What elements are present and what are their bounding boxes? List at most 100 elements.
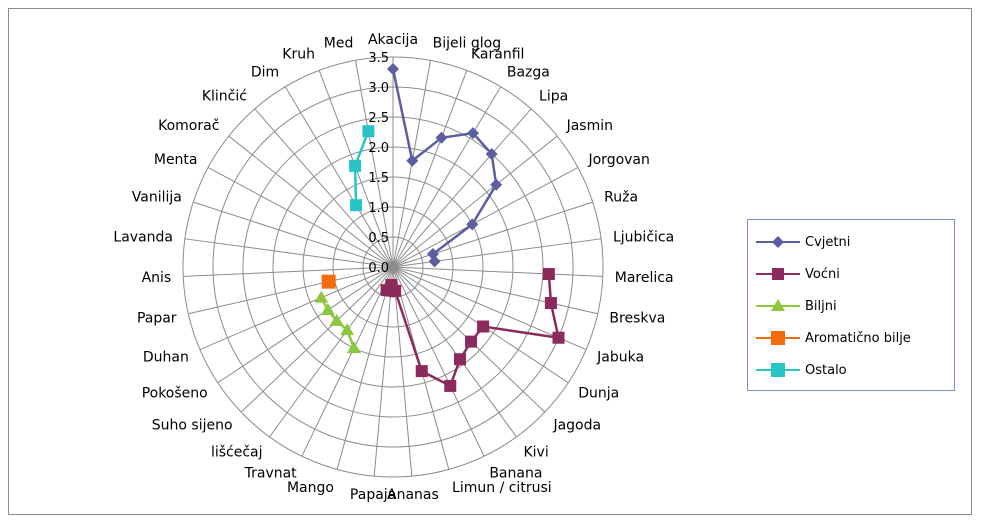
- data-point: [485, 148, 498, 161]
- series-line: [385, 273, 560, 388]
- axis-tick-label: 3.0: [368, 81, 389, 96]
- category-label: Lipa: [539, 88, 568, 104]
- grid-spoke: [392, 266, 603, 277]
- grid-spoke: [392, 266, 517, 438]
- legend-item-cvjetni: Cvjetni: [754, 232, 850, 252]
- legend-marker-biljni-icon: [754, 296, 802, 316]
- category-label: Ruža: [604, 190, 638, 206]
- grid-spoke: [193, 201, 394, 268]
- category-label: Breskva: [609, 311, 665, 327]
- grid-spoke: [373, 266, 394, 477]
- category-label: Jagoda: [552, 418, 601, 434]
- axis-tick-label: 3.5: [368, 51, 389, 66]
- axis-tick-label: 0.5: [368, 231, 389, 246]
- category-label: Jabuka: [596, 350, 644, 366]
- grid-spoke: [392, 266, 485, 457]
- category-label: Jorgovan: [587, 152, 649, 168]
- grid-spoke: [284, 86, 394, 268]
- grid-spoke: [355, 60, 394, 268]
- data-point: [340, 323, 355, 336]
- data-point: [406, 154, 419, 167]
- legend-marker-aromaticno-icon: [754, 328, 802, 348]
- data-point: [415, 365, 428, 378]
- grid-spoke: [392, 201, 593, 268]
- data-point: [314, 290, 329, 303]
- data-point: [346, 341, 361, 354]
- category-label: Ljubičica: [613, 229, 674, 245]
- axis-tick-label: 0.0: [368, 261, 389, 276]
- legend-marker-cvjetni-icon: [754, 232, 802, 252]
- category-label: Dim: [251, 64, 279, 80]
- category-label: Duhan: [143, 350, 189, 366]
- data-point: [428, 255, 441, 268]
- legend-label: Aromatično bilje: [805, 330, 911, 346]
- category-label: Kivi: [523, 444, 548, 460]
- data-point: [552, 331, 565, 344]
- grid-spoke: [392, 135, 558, 268]
- axis-tick-label: 1.5: [368, 171, 389, 186]
- data-point: [426, 248, 439, 261]
- legend-label: Ostalo: [805, 362, 847, 378]
- category-label: Papaja: [350, 487, 396, 503]
- radar-chart: 0.0 0.5 1.0 1.5 2.0 2.5 3.0 3.5 Akacija Bijeli gl…: [113, 32, 674, 503]
- category-label: Dunja: [578, 386, 619, 402]
- category-label: Limun / citrusi: [452, 480, 552, 496]
- category-label: Banana: [489, 465, 542, 481]
- data-point: [350, 199, 363, 212]
- legend: Cvjetni Voćni Biljni Aromatično bilje Os…: [747, 219, 955, 391]
- grid-spoke: [207, 167, 394, 268]
- category-label: Papar: [137, 311, 177, 327]
- grid-spoke: [392, 238, 602, 268]
- category-label: Jasmin: [566, 118, 613, 134]
- chart-area: 0.0 0.5 1.0 1.5 2.0 2.5 3.0 3.5 Akacija Bijeli gl…: [8, 8, 972, 515]
- legend-label: Cvjetni: [805, 234, 851, 250]
- category-label: Mango: [287, 480, 334, 496]
- data-point: [321, 274, 336, 289]
- legend-item-ostalo: Ostalo: [754, 360, 847, 380]
- category-label: Med: [324, 36, 354, 52]
- category-label: Pokošeno: [142, 386, 208, 402]
- category-label: Anis: [142, 270, 172, 286]
- legend-marker-ostalo-icon: [754, 360, 802, 380]
- category-label: Bijeli glog: [433, 36, 501, 52]
- legend-item-biljni: Biljni: [754, 296, 837, 316]
- category-label: Lavanda: [113, 229, 173, 245]
- grid-spoke: [183, 266, 394, 277]
- legend-label: Voćni: [805, 266, 840, 282]
- grid-spoke: [184, 238, 394, 268]
- grid-spoke: [269, 266, 394, 438]
- data-point: [454, 353, 467, 366]
- legend-item-aromaticno-bilje: Aromatično bilje: [754, 328, 911, 348]
- data-point: [349, 159, 362, 172]
- data-point: [465, 335, 478, 348]
- data-point: [544, 297, 557, 310]
- grid-spoke: [228, 135, 394, 268]
- grid-spoke: [254, 108, 394, 268]
- category-label: Karanfil: [471, 47, 524, 63]
- grid-spoke: [392, 108, 532, 268]
- category-label: Akacija: [368, 32, 418, 48]
- grid-spoke: [199, 266, 394, 350]
- grid-spoke: [301, 266, 394, 457]
- data-point: [435, 131, 448, 144]
- category-label: Suho sijeno: [152, 418, 233, 434]
- grid-spoke: [392, 70, 468, 268]
- category-label: Komorač: [158, 118, 219, 134]
- data-point: [477, 320, 490, 333]
- axis-tick-label: 1.0: [368, 201, 389, 216]
- category-label: Bazga: [507, 64, 550, 80]
- grid-spoke: [336, 266, 394, 470]
- series-line: [391, 68, 498, 262]
- category-label: lišćečaj: [211, 444, 263, 460]
- legend-marker-vocni-icon: [754, 264, 802, 284]
- data-point: [387, 63, 399, 75]
- category-label: Travnat: [244, 465, 298, 481]
- category-label: Klinčić: [202, 88, 247, 104]
- axis-tick-label: 2.0: [368, 141, 389, 156]
- axis-tick-label: 2.5: [368, 111, 389, 126]
- category-label: Kruh: [282, 47, 315, 63]
- category-label: Vanilija: [132, 190, 182, 206]
- grid-spoke: [217, 266, 394, 384]
- data-point: [542, 267, 555, 280]
- category-label: Ananas: [387, 487, 439, 503]
